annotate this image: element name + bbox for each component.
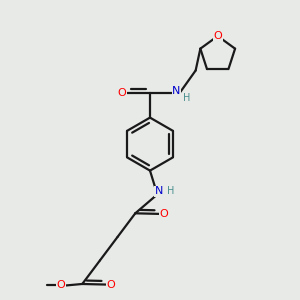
Text: N: N <box>154 186 163 196</box>
Text: H: H <box>182 93 190 103</box>
Text: O: O <box>213 31 222 41</box>
Text: O: O <box>56 280 65 290</box>
Text: N: N <box>172 86 181 96</box>
Text: O: O <box>160 209 169 219</box>
Text: O: O <box>118 88 126 98</box>
Text: H: H <box>167 186 174 196</box>
Text: O: O <box>107 280 116 290</box>
